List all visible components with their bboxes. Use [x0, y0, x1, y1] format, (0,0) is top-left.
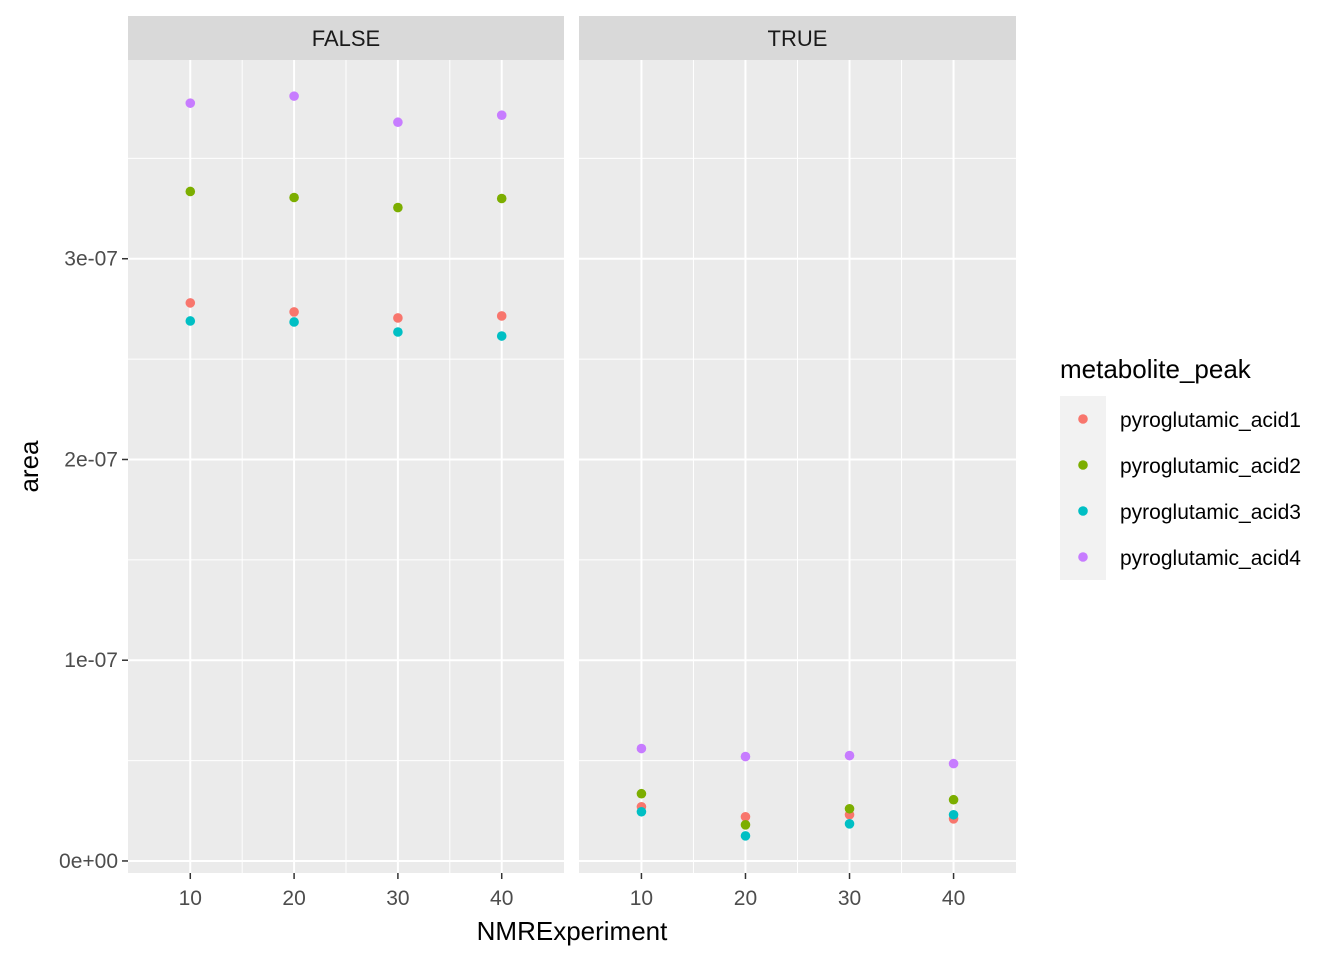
point-pyroglutamic-acid2	[948, 794, 959, 805]
legend: metabolite_peak pyroglutamic_acid1pyroglu…	[1060, 354, 1301, 580]
point-pyroglutamic-acid4	[740, 751, 751, 762]
x-tick-label: 30	[838, 887, 861, 910]
point-pyroglutamic-acid2	[496, 193, 507, 204]
point-pyroglutamic-acid2	[289, 192, 299, 203]
point-pyroglutamic-acid2	[393, 202, 403, 213]
x-tick-label: 40	[490, 887, 513, 910]
strip-background	[579, 16, 1016, 60]
point-pyroglutamic-acid3	[496, 331, 507, 341]
point-pyroglutamic-acid1	[740, 811, 751, 822]
x-tick-label: 40	[942, 887, 965, 910]
point-pyroglutamic-acid1	[496, 311, 507, 321]
legend-key-pyroglutamic-acid3	[1078, 506, 1088, 516]
panel-true: TRUE 10 20 30 40	[579, 16, 1016, 910]
panel-false: FALSE 10 20 30 40	[128, 16, 564, 910]
y-tick-label: 2e-07	[64, 448, 118, 471]
point-pyroglutamic-acid3	[185, 316, 196, 326]
point-pyroglutamic-acid4	[393, 117, 403, 128]
point-pyroglutamic-acid3	[844, 819, 855, 829]
point-pyroglutamic-acid1	[393, 313, 403, 323]
strip-background	[128, 16, 564, 60]
y-tick-label: 0e+00	[59, 850, 118, 873]
point-pyroglutamic-acid3	[636, 806, 647, 817]
point-pyroglutamic-acid3	[393, 327, 403, 337]
legend-label: pyroglutamic_acid3	[1120, 501, 1301, 524]
strip-label: FALSE	[312, 26, 380, 51]
point-pyroglutamic-acid3	[948, 809, 959, 820]
point-pyroglutamic-acid4	[185, 98, 196, 108]
point-pyroglutamic-acid3	[740, 831, 751, 841]
x-tick-label: 20	[734, 887, 757, 910]
point-pyroglutamic-acid2	[636, 788, 647, 799]
legend-key-pyroglutamic-acid2	[1078, 460, 1088, 470]
point-pyroglutamic-acid4	[948, 758, 959, 769]
y-axis-title: area	[14, 440, 44, 493]
point-pyroglutamic-acid3	[289, 317, 299, 327]
x-tick-label: 30	[386, 887, 409, 910]
point-pyroglutamic-acid4	[496, 110, 507, 121]
point-pyroglutamic-acid4	[289, 91, 299, 101]
point-pyroglutamic-acid4	[844, 750, 855, 761]
x-tick-label: 10	[630, 887, 653, 910]
y-tick-label: 3e-07	[64, 248, 118, 271]
legend-key-pyroglutamic-acid1	[1078, 414, 1088, 424]
x-tick-label: 20	[282, 887, 305, 910]
legend-key-pyroglutamic-acid4	[1078, 552, 1088, 562]
point-pyroglutamic-acid2	[844, 803, 855, 814]
point-pyroglutamic-acid2	[185, 186, 196, 197]
point-pyroglutamic-acid1	[289, 307, 299, 317]
point-pyroglutamic-acid1	[185, 298, 196, 308]
legend-label: pyroglutamic_acid4	[1120, 547, 1301, 570]
legend-label: pyroglutamic_acid1	[1120, 409, 1301, 432]
y-tick-label: 1e-07	[64, 649, 118, 672]
legend-label: pyroglutamic_acid2	[1120, 455, 1301, 478]
legend-title: metabolite_peak	[1060, 354, 1252, 384]
point-pyroglutamic-acid4	[636, 743, 647, 754]
x-tick-label: 10	[179, 887, 202, 910]
strip-label: TRUE	[768, 26, 828, 51]
point-pyroglutamic-acid2	[740, 820, 751, 830]
x-axis-title: NMRExperiment	[477, 916, 668, 946]
